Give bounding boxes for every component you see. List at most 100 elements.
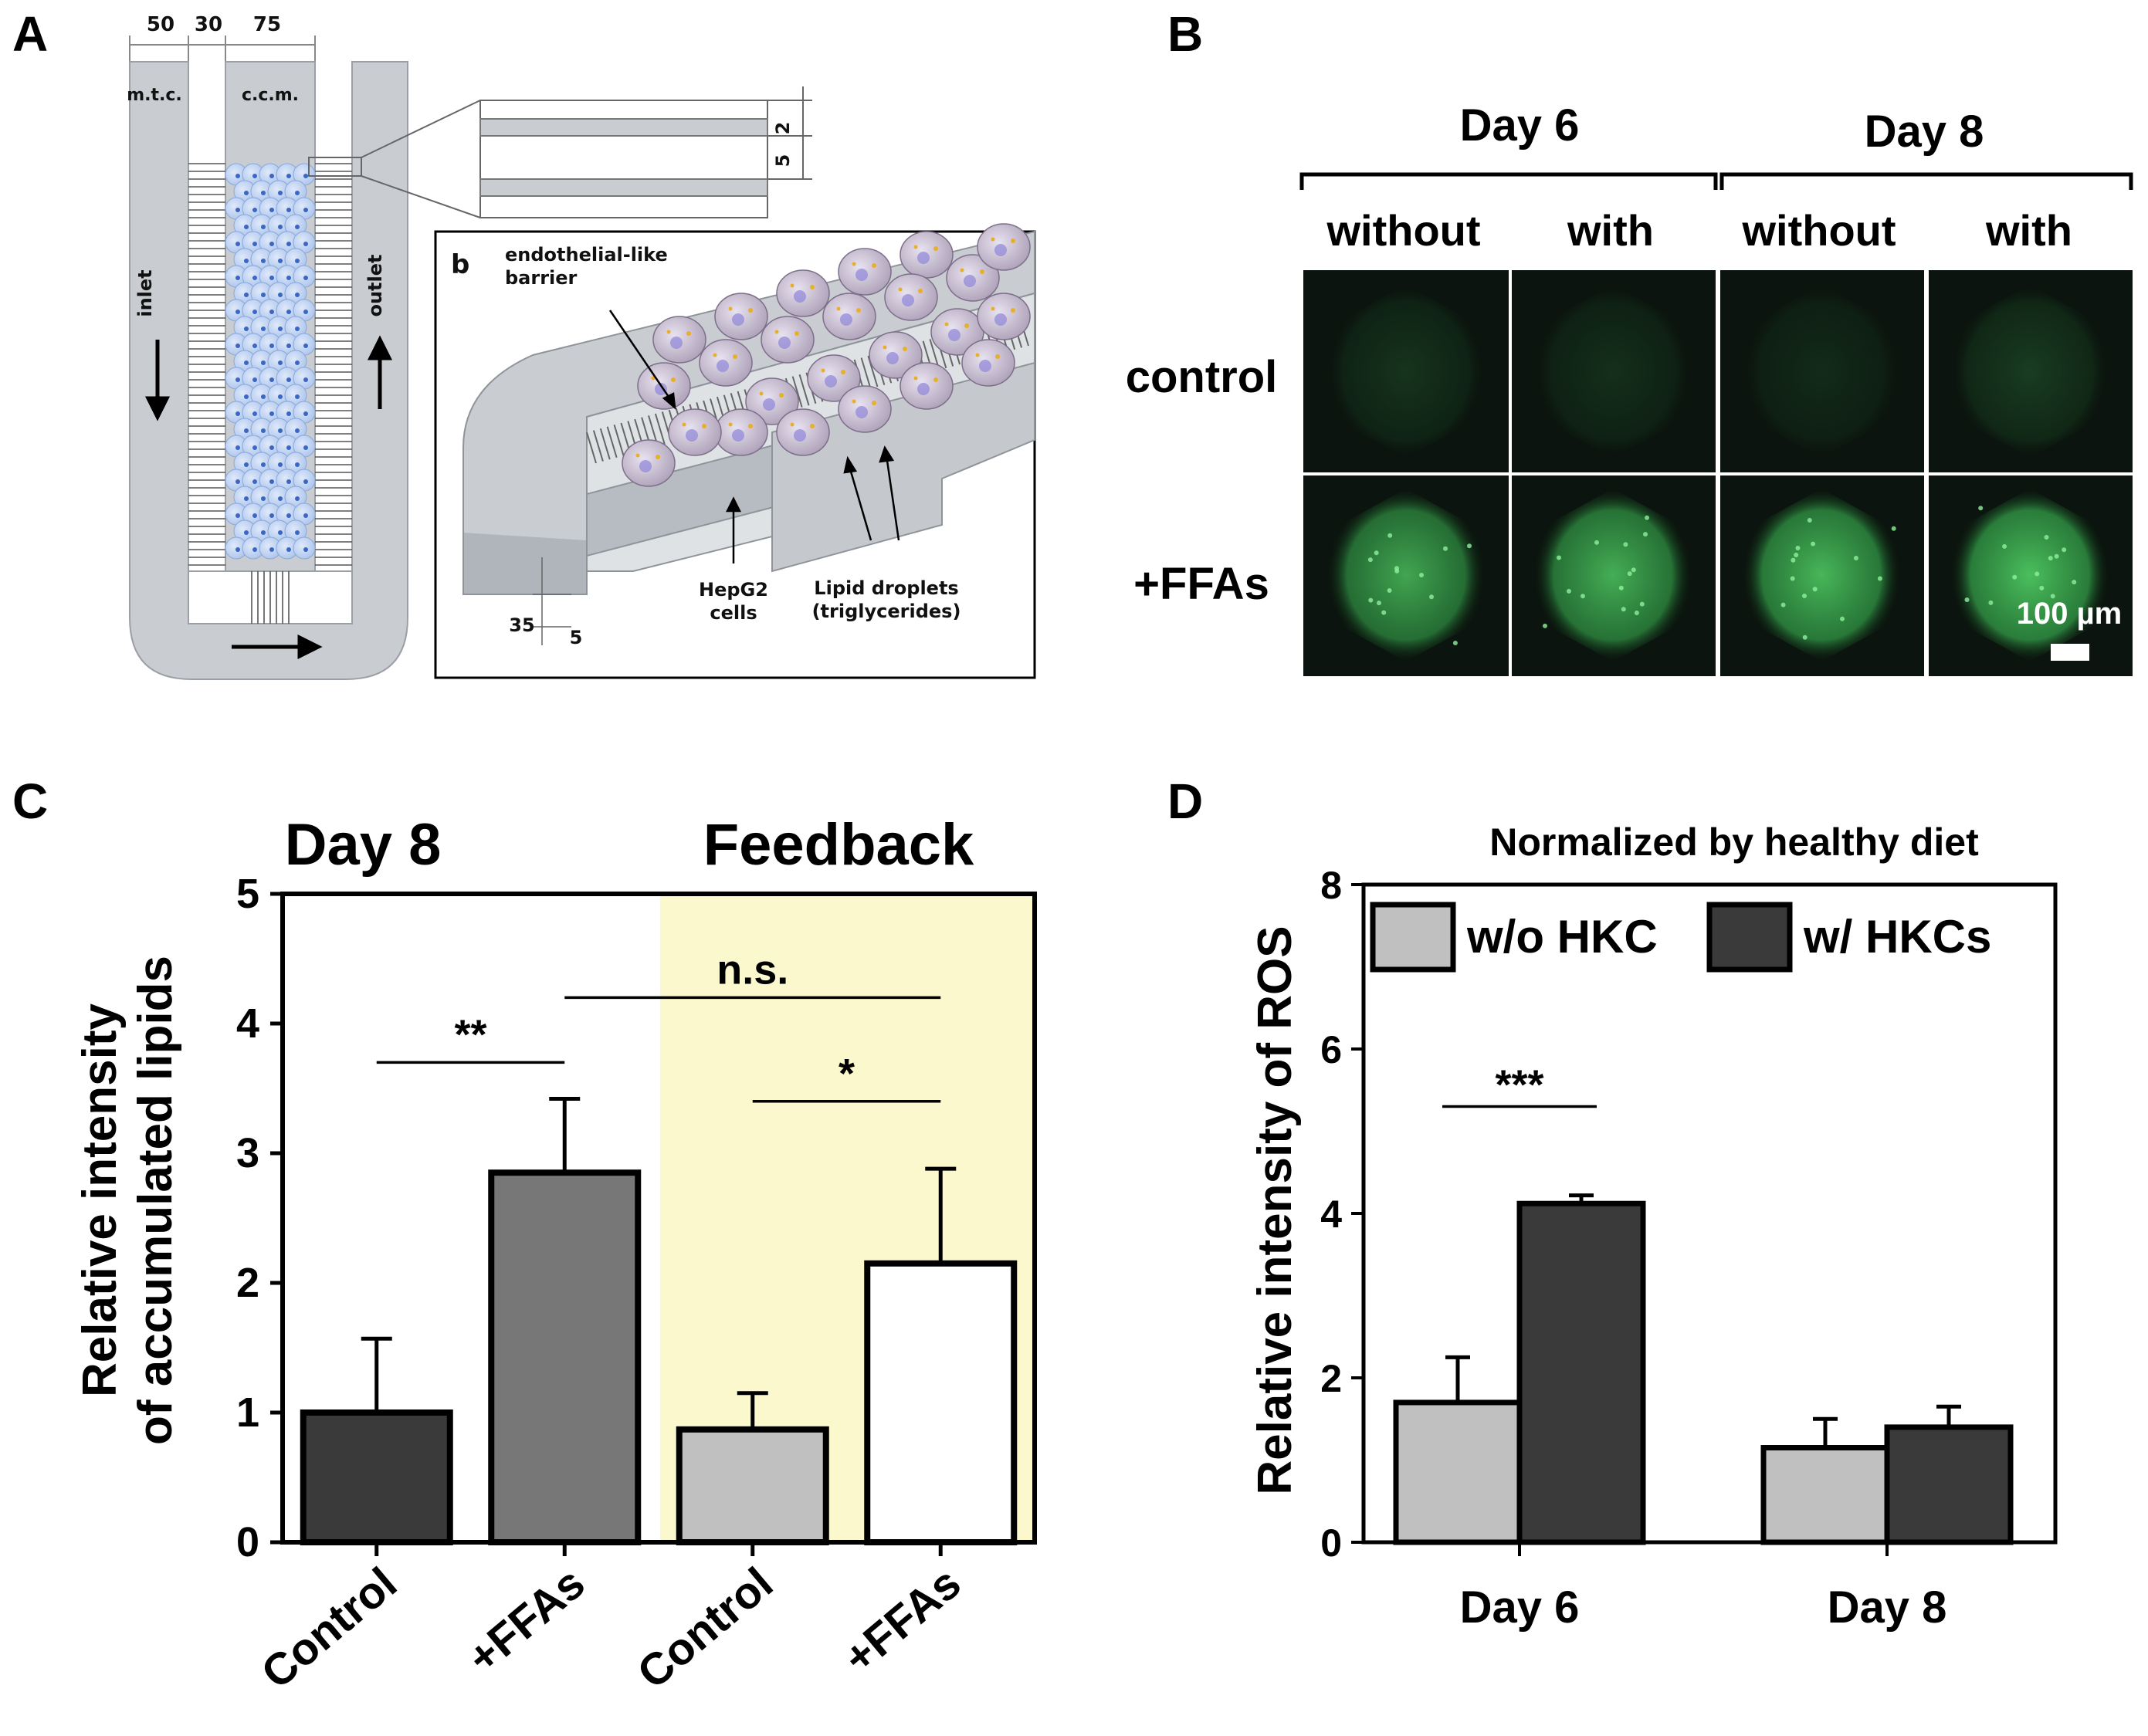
lipid-spot (1811, 541, 1816, 547)
lipid-spot (1429, 594, 1434, 600)
panel-letter-a: A (12, 6, 48, 62)
lipid-droplet (790, 422, 794, 427)
lipid-droplet (748, 308, 753, 313)
lipid-spot (1634, 611, 1639, 615)
plot-frame (280, 892, 1037, 1545)
cell-nucleus (244, 496, 249, 501)
cell-nucleus (295, 394, 300, 399)
spheroid-fluorescence (1742, 489, 1901, 662)
cell-nucleus (295, 428, 300, 433)
lipid-spot (2050, 594, 2055, 599)
cell-nucleus (286, 208, 291, 212)
lipid-spot (2062, 547, 2067, 553)
significance-label: * (839, 1051, 855, 1097)
cell-nucleus (261, 293, 266, 297)
row-label-ffas: +FFAs (1133, 559, 1269, 609)
lipid-spot (2039, 585, 2045, 591)
lipid-droplet (872, 263, 876, 268)
cell-nucleus (278, 259, 283, 263)
hepatocyte-cells (225, 163, 316, 560)
bar (1884, 1424, 2014, 1545)
lipid-droplet (898, 287, 903, 292)
cell-nucleus (994, 313, 1007, 326)
lipid-spot (2002, 543, 2007, 549)
y-tick-label: 4 (236, 1000, 259, 1047)
inset-dim-5: 5 (772, 154, 794, 168)
chart-c-ylabel-line1: Relative intensity (73, 1003, 127, 1397)
lipid-spot (1621, 607, 1626, 612)
lipid-droplet (682, 422, 686, 427)
lipid-spot (1419, 573, 1424, 577)
lipid-spot (1627, 571, 1632, 577)
lipid-spot (1988, 600, 1994, 605)
cell-nucleus (261, 191, 266, 195)
arrow-right-icon (297, 634, 323, 660)
cell-nucleus (855, 269, 868, 281)
cell-nucleus (278, 360, 283, 365)
lipid-spot (1394, 568, 1400, 574)
lipid-droplet (1011, 239, 1015, 243)
x-tick-label: Control (252, 1558, 406, 1698)
cell-nucleus (670, 337, 683, 349)
lipid-spot (1877, 576, 1882, 581)
bar (488, 1169, 642, 1545)
cell-nucleus (235, 174, 240, 178)
cell-nucleus (286, 174, 291, 178)
lipid-spot (1377, 601, 1381, 606)
cell-nucleus (979, 360, 991, 372)
cell-nucleus (686, 429, 698, 442)
lipid-spot (2048, 556, 2053, 561)
chart-d-ylabel: Relative intensity of ROS (1248, 926, 1302, 1494)
callout-lipid-line1: Lipid droplets (814, 577, 958, 599)
ccm-label: c.c.m. (242, 86, 299, 105)
cell-nucleus (269, 242, 274, 246)
cell-nucleus (278, 428, 283, 433)
significance-label: *** (1495, 1062, 1543, 1108)
cell-nucleus (286, 310, 291, 314)
cell-nucleus (278, 293, 283, 297)
cell-nucleus (295, 360, 300, 365)
lipid-droplet (872, 401, 876, 405)
spheroid-fluorescence (1533, 285, 1692, 458)
barrier-microchannels-left (188, 163, 225, 566)
lipid-droplet (1011, 308, 1015, 313)
cell-nucleus (303, 310, 308, 314)
flow-arrows (144, 335, 393, 660)
cell-nucleus (286, 242, 291, 246)
cell-nucleus (269, 310, 274, 314)
cell-nucleus (269, 445, 274, 450)
day8-bracket (1719, 172, 2133, 190)
cell-nucleus (840, 313, 852, 326)
cell-nucleus (295, 225, 300, 229)
top-dimensions: 50 30 75 (147, 13, 281, 36)
barrier-channel-line (798, 374, 810, 406)
x-tick-label: Day 8 (1828, 1582, 1947, 1633)
lipid-droplet (713, 353, 717, 357)
cell-nucleus (235, 377, 240, 382)
cell-nucleus (295, 496, 300, 501)
cell-nucleus (235, 513, 240, 518)
lipid-spot (2035, 571, 2040, 577)
cell-nucleus (235, 479, 240, 484)
lipid-spot (1645, 515, 1649, 520)
legend-label: w/ HKCs (1803, 911, 1991, 963)
cell-nucleus (855, 406, 868, 418)
lipid-droplet (852, 262, 856, 266)
cell-nucleus (778, 337, 791, 349)
cell-nucleus (244, 428, 249, 433)
cell-nucleus (269, 377, 274, 382)
cell-nucleus (994, 244, 1007, 256)
barrier-channel-line (613, 425, 625, 456)
cell-nucleus (278, 327, 283, 331)
cell-nucleus (269, 174, 274, 178)
y-tick-label: 5 (236, 871, 259, 917)
cell-nucleus (295, 191, 300, 195)
lipid-spot (1795, 546, 1801, 550)
x-tick-label: +FFAs (834, 1558, 970, 1684)
bar (1393, 1399, 1523, 1545)
day8-header: Day 8 (1865, 107, 1984, 157)
spheroid-fluorescence (1326, 489, 1486, 662)
lipid-spot (1812, 587, 1818, 592)
lipid-droplet (975, 353, 980, 357)
cell-nucleus (244, 259, 249, 263)
